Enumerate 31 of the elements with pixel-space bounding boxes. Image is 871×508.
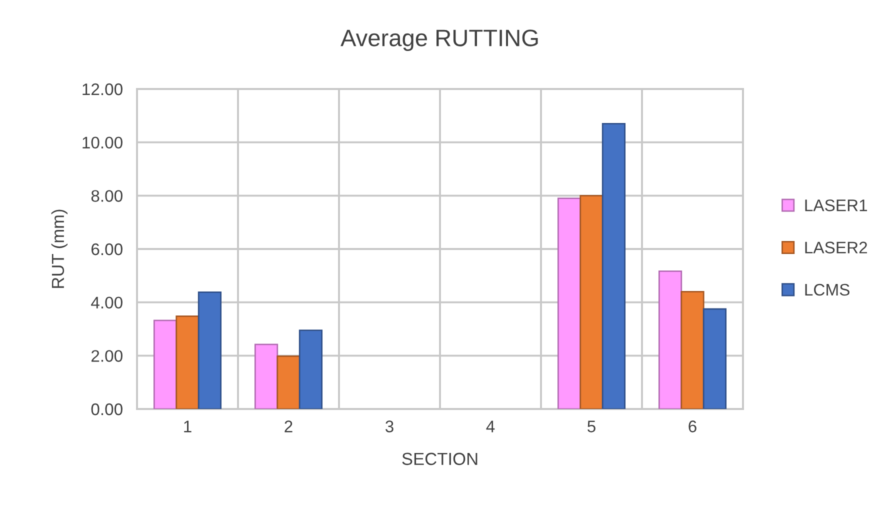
x-tick-label: 4 (486, 420, 495, 432)
bar (680, 290, 704, 409)
bar (276, 356, 300, 409)
bar (176, 316, 200, 409)
x-tick-label: 3 (386, 420, 394, 432)
y-axis-title: RUT (mm) (51, 210, 68, 288)
x-tick-label: 2 (284, 420, 292, 432)
y-tick-label: 6.00 (92, 243, 122, 256)
bar (198, 292, 222, 409)
y-tick-label: 10.00 (82, 136, 122, 149)
y-tick-label: 4.00 (91, 296, 122, 309)
x-tick-label: 6 (688, 420, 696, 432)
legend-label: LASER1 (805, 199, 868, 212)
x-tick-label: 5 (588, 420, 596, 432)
y-tick-label: 0.00 (91, 403, 122, 416)
y-tick-label: 12.00 (82, 83, 122, 96)
x-axis-title: SECTION (402, 452, 478, 466)
bar (557, 198, 582, 409)
bar (702, 308, 727, 409)
bar (298, 330, 323, 409)
bar (580, 194, 604, 409)
x-tick-label: 1 (184, 420, 192, 432)
bar (153, 320, 178, 409)
bar (602, 122, 626, 409)
bar (658, 270, 682, 409)
legend-label: LASER2 (805, 242, 867, 254)
y-tick-label: 2.00 (92, 350, 122, 362)
bar (254, 344, 278, 409)
chart-title: Average RUTTING (340, 30, 538, 52)
legend-label: LCMS (805, 284, 850, 296)
y-tick-label: 8.00 (91, 190, 122, 202)
